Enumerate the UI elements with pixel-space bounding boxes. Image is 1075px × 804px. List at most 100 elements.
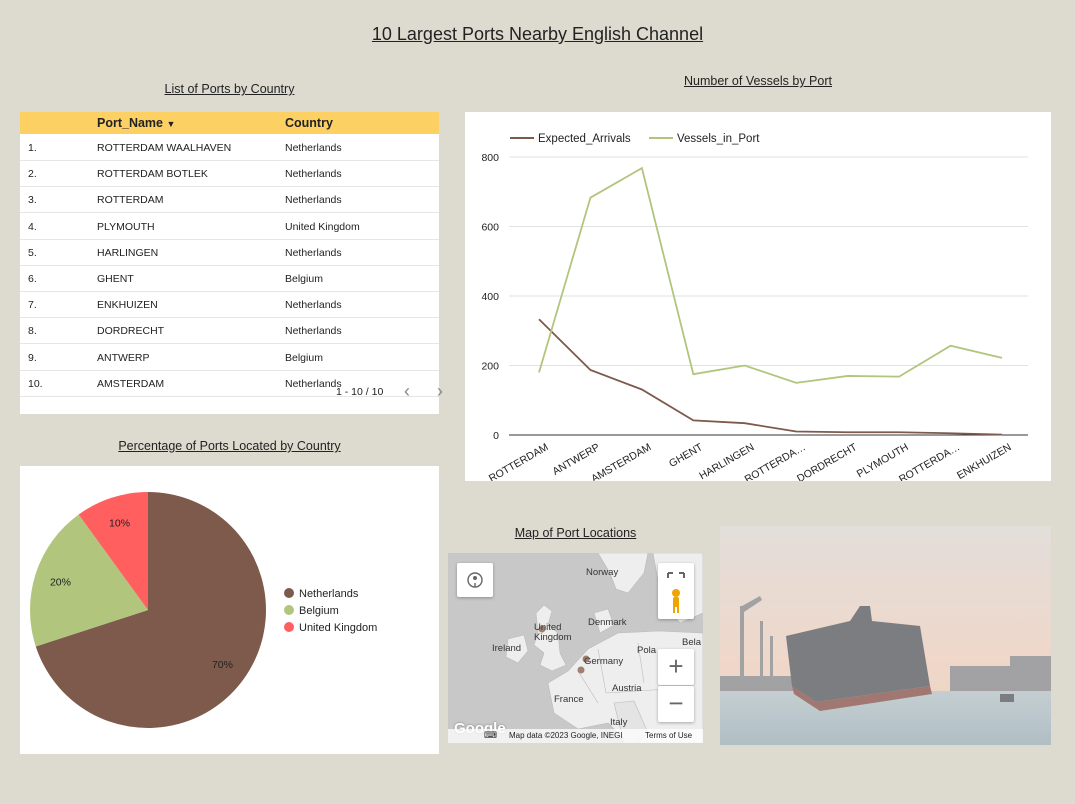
row-rank: 1. <box>28 142 37 154</box>
table-pager: 1 - 10 / 10 ‹ › <box>239 381 443 414</box>
terms-link[interactable]: Terms of Use <box>645 731 693 740</box>
port-marker[interactable] <box>538 625 546 633</box>
row-country: Netherlands <box>285 194 342 207</box>
pie-value-label: 20% <box>50 577 71 589</box>
map-label-norway: Norway <box>586 567 619 578</box>
x-tick-label: ENKHUIZEN <box>955 441 1014 481</box>
next-page-icon[interactable]: › <box>437 381 443 401</box>
zoom-out-button[interactable]: − <box>658 686 694 722</box>
row-rank: 7. <box>28 299 37 312</box>
table-row[interactable]: 6. GHENT Belgium <box>20 265 439 292</box>
legend-label: Belgium <box>299 605 339 617</box>
fullscreen-pegman-control[interactable] <box>658 563 694 619</box>
row-port-name: ROTTERDAM <box>97 194 164 207</box>
prev-page-icon[interactable]: ‹ <box>404 381 410 401</box>
y-tick-label: 400 <box>481 291 499 303</box>
fullscreen-icon <box>667 572 685 613</box>
legend-swatch <box>284 605 294 615</box>
y-tick-label: 200 <box>481 361 499 373</box>
row-rank: 9. <box>28 351 37 364</box>
y-tick-label: 0 <box>493 430 499 442</box>
pie-chart: 70% Netherlands 20% Belgium 10% United Kingdo… <box>29 492 377 728</box>
zoom-in-button[interactable]: + <box>658 649 694 685</box>
map-label-belarus: Bela <box>682 637 702 648</box>
y-tick-label: 800 <box>481 152 499 164</box>
legend-swatch <box>284 622 294 632</box>
column-label: Port_Name <box>97 116 163 130</box>
legend-swatch <box>284 588 294 598</box>
pie-slice-united-kingdom[interactable] <box>78 492 148 610</box>
ports-table: Port_Name ▼ Country 1. ROTTERDAM WAALHAVE… <box>20 112 443 414</box>
map-subtitle: Map of Port Locations <box>514 526 637 540</box>
line-subtitle: Number of Vessels by Port <box>684 74 832 88</box>
keyboard-icon[interactable]: ⌨ <box>484 730 497 740</box>
map-label-germany: Germany <box>584 656 624 667</box>
row-country: Netherlands <box>285 246 342 259</box>
sort-down-icon[interactable]: ▼ <box>166 119 176 129</box>
series-line-expected_arrivals[interactable] <box>538 318 1003 436</box>
port-map[interactable]: Norway United Kingdom Denmark Ireland Ge… <box>448 553 703 743</box>
pie-value-label: 70% <box>212 659 233 671</box>
row-port-name: DORDRECHT <box>97 325 165 338</box>
row-country: Netherlands <box>285 377 342 390</box>
table-row[interactable]: 2. ROTTERDAM BOTLEK Netherlands <box>20 160 439 188</box>
row-country: Netherlands <box>285 325 342 338</box>
row-country: Belgium <box>285 351 323 364</box>
column-header-port-name[interactable]: Port_Name ▼ <box>97 116 175 130</box>
row-rank: 5. <box>28 246 37 259</box>
cargo-ship-image <box>720 526 1051 745</box>
column-header-country[interactable]: Country <box>285 116 333 130</box>
map-label-ireland: Ireland <box>492 643 522 654</box>
pie-value-label: 10% <box>109 517 130 529</box>
map-label-france: France <box>554 694 584 705</box>
row-rank: 4. <box>28 220 37 233</box>
row-country: Netherlands <box>285 142 342 154</box>
pie-subtitle: Percentage of Ports Located by Country <box>118 439 341 453</box>
table-row[interactable]: 10. AMSTERDAM Netherlands <box>20 370 439 397</box>
legend-label: Expected_Arrivals <box>538 133 631 145</box>
legend-label: Netherlands <box>299 588 359 600</box>
row-country: Netherlands <box>285 299 342 312</box>
series-line-vessels_in_port[interactable] <box>538 166 1003 384</box>
x-tick-label: GHENT <box>667 441 705 470</box>
map-label-italy: Italy <box>610 717 628 728</box>
table-row[interactable]: 9. ANTWERP Belgium <box>20 344 439 371</box>
row-rank: 6. <box>28 273 37 285</box>
pager-text: 1 - 10 / 10 <box>336 386 384 398</box>
table-row[interactable]: 8. DORDRECHT Netherlands <box>20 317 439 345</box>
pie-slice-belgium[interactable] <box>29 514 148 647</box>
map-label-poland: Pola <box>637 645 657 656</box>
attribution-text: Map data ©2023 Google, INEGI <box>509 731 623 740</box>
row-country: Netherlands <box>285 168 342 181</box>
row-rank: 2. <box>28 168 37 181</box>
row-port-name: AMSTERDAM <box>97 377 165 390</box>
row-port-name: PLYMOUTH <box>97 220 155 233</box>
locate-button[interactable] <box>457 563 493 597</box>
table-row[interactable]: 3. ROTTERDAM Netherlands <box>20 186 439 214</box>
table-row[interactable]: 1. ROTTERDAM WAALHAVEN Netherlands <box>20 134 439 161</box>
dashboard-title: 10 Largest Ports Nearby English Channel <box>371 24 704 44</box>
map-label-denmark: Denmark <box>588 617 627 628</box>
row-port-name: ANTWERP <box>97 351 150 364</box>
map-label-austria: Austria <box>612 683 642 694</box>
map-attribution: ⌨ Map data ©2023 Google, INEGI Terms of … <box>448 729 703 743</box>
x-tick-label: ROTTERDAM <box>487 441 551 481</box>
port-marker[interactable] <box>577 666 585 674</box>
port-marker[interactable] <box>582 655 590 663</box>
plus-icon: + <box>668 651 684 681</box>
row-port-name: ENKHUIZEN <box>97 299 158 312</box>
map-label-uk: United Kingdom <box>534 622 572 643</box>
row-rank: 3. <box>28 194 37 207</box>
location-icon <box>467 572 483 588</box>
table-subtitle: List of Ports by Country <box>164 82 295 96</box>
row-country: Belgium <box>285 273 323 285</box>
legend-label: Vessels_in_Port <box>677 133 760 145</box>
row-port-name: ROTTERDAM BOTLEK <box>97 168 208 181</box>
table-row[interactable]: 4. PLYMOUTH United Kingdom <box>20 213 439 240</box>
table-row[interactable]: 5. HARLINGEN Netherlands <box>20 239 439 266</box>
table-row[interactable]: 7. ENKHUIZEN Netherlands <box>20 291 439 319</box>
row-rank: 10. <box>28 377 43 390</box>
pie-slice-netherlands[interactable] <box>35 492 266 728</box>
legend-label: United Kingdom <box>299 622 377 634</box>
